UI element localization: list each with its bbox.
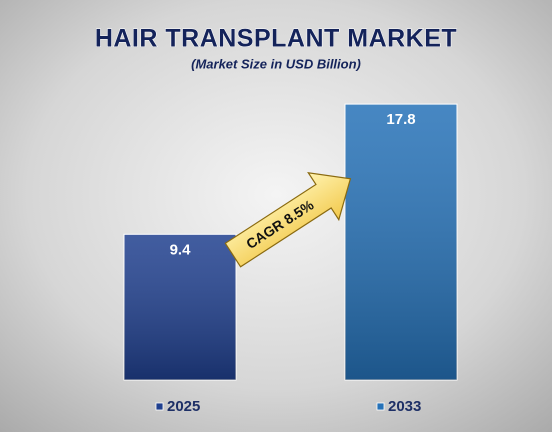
value-label: 9.4 xyxy=(170,241,192,258)
chart-subtitle: (Market Size in USD Billion) xyxy=(191,56,361,71)
legend-marker xyxy=(155,402,164,411)
legend-marker xyxy=(376,402,385,411)
chart-title: HAIR TRANSPLANT MARKET xyxy=(95,25,457,53)
legend-label: 2025 xyxy=(167,398,200,415)
legend-label: 2033 xyxy=(388,398,421,415)
arrow-shape xyxy=(224,171,352,268)
value-label: 17.8 xyxy=(386,111,415,128)
bar xyxy=(344,103,458,381)
